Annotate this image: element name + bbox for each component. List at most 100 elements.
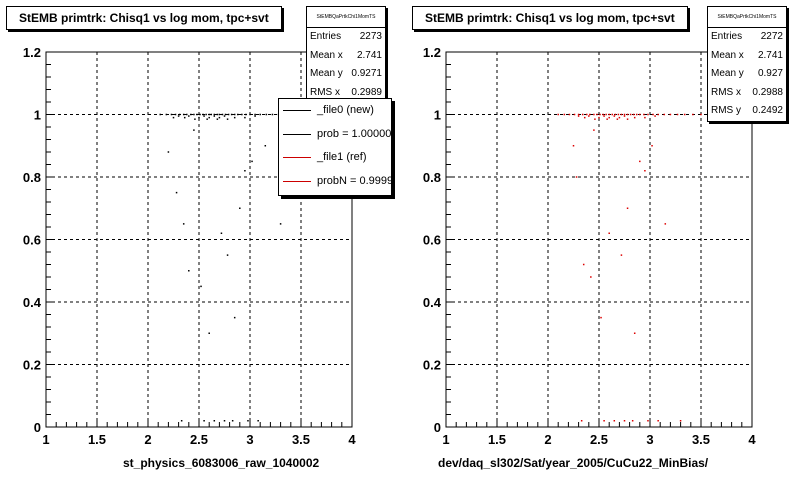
y-tick-label: 1.2 xyxy=(23,45,41,60)
data-point xyxy=(210,113,212,116)
stats-row: Entries 2273 xyxy=(310,31,382,42)
data-point xyxy=(178,113,181,116)
y-tick-label: 0.4 xyxy=(23,295,42,310)
data-point xyxy=(233,316,236,319)
data-point xyxy=(632,113,635,116)
data-point xyxy=(605,113,607,116)
data-point xyxy=(626,118,629,120)
data-point xyxy=(589,113,591,116)
data-point xyxy=(241,113,243,116)
data-point xyxy=(568,113,571,116)
y-tick-label: 1 xyxy=(34,108,41,123)
data-point xyxy=(608,116,610,119)
data-point xyxy=(218,116,221,119)
x-tick-label: 2.5 xyxy=(590,432,608,447)
data-point xyxy=(626,113,629,116)
data-point xyxy=(596,113,598,116)
y-tick-label: 0.8 xyxy=(23,170,41,185)
x-tick-label: 1.5 xyxy=(88,432,106,447)
x-tick-label: 1 xyxy=(442,432,449,447)
data-point xyxy=(629,113,632,116)
data-point xyxy=(616,118,619,120)
scatter-plot-right: 1 1.5 2 2.5 3 3.5 4 0 0.2 0.4 0.6 0.8 1 1.2 xyxy=(423,45,756,447)
data-point xyxy=(213,115,216,117)
y-tick-label: 0.2 xyxy=(423,358,441,373)
data-point xyxy=(635,113,638,116)
data-point xyxy=(639,160,641,163)
histogram-pad-left[interactable]: 1 1.5 2 2.5 3 3.5 4 0 0.2 0.4 0.6 0.8 1 1.2 StEMB pri… xyxy=(0,0,400,480)
legend-entry-probn: probN = 0.999934 xyxy=(279,170,391,194)
data-point xyxy=(573,113,576,116)
y-tick-label: 0.6 xyxy=(23,233,41,248)
data-point xyxy=(279,223,282,225)
data-point xyxy=(216,113,219,116)
data-point xyxy=(614,113,617,116)
data-point xyxy=(588,115,590,117)
data-point xyxy=(223,115,226,117)
data-point xyxy=(581,113,584,116)
stats-histogram-name: StEMBQaPrtkChi1MomTS xyxy=(307,7,385,28)
data-point xyxy=(183,116,186,119)
legend-entry-ref: _file1 (ref) xyxy=(279,146,391,170)
data-point xyxy=(216,118,219,120)
data-point xyxy=(257,420,259,422)
data-point xyxy=(631,420,634,422)
stats-row: Mean x 2.741 xyxy=(310,49,382,61)
data-point xyxy=(170,113,173,116)
data-point xyxy=(606,118,608,120)
data-point xyxy=(264,145,267,147)
data-point xyxy=(600,316,602,319)
stats-row: Mean x 2.741 xyxy=(711,49,783,61)
x-tick-label: 2 xyxy=(144,432,151,447)
data-point xyxy=(199,113,201,116)
data-point xyxy=(577,115,580,117)
data-point xyxy=(590,276,592,278)
data-point xyxy=(593,113,595,116)
data-point xyxy=(676,113,679,116)
x-tick-label: 4 xyxy=(748,432,756,447)
x-tick-label: 2.5 xyxy=(190,432,208,447)
legend-line-black xyxy=(283,133,311,135)
data-point xyxy=(244,116,246,119)
data-point xyxy=(226,254,229,256)
legend-box[interactable]: _file0 (new) prob = 1.000000 _file1 (ref… xyxy=(278,98,392,196)
data-point xyxy=(182,113,185,116)
data-point xyxy=(580,420,583,422)
data-point xyxy=(220,232,223,234)
data-point xyxy=(663,113,666,116)
data-point xyxy=(603,115,605,117)
data-point xyxy=(608,113,610,116)
data-point xyxy=(692,113,694,116)
data-point xyxy=(265,113,268,116)
x-axis-title: dev/daq_sl302/Sat/year_2005/CuCu22_MinBi… xyxy=(438,456,709,470)
data-point xyxy=(617,113,620,116)
data-point xyxy=(608,232,610,234)
data-point xyxy=(651,145,653,147)
data-point xyxy=(626,207,629,209)
data-point xyxy=(221,113,224,116)
data-point xyxy=(230,113,233,116)
data-point xyxy=(613,115,616,117)
data-point xyxy=(586,113,588,116)
y-tick-label: 0.2 xyxy=(23,358,41,373)
x-tick-label: 4 xyxy=(348,432,356,447)
data-point xyxy=(593,129,595,131)
data-point xyxy=(623,115,626,117)
data-point xyxy=(239,207,241,209)
data-point xyxy=(271,113,274,116)
data-point xyxy=(254,115,256,117)
data-point xyxy=(633,116,636,119)
data-point xyxy=(603,420,605,422)
stats-histogram-name: StEMBQaPrtkChi1MomTS xyxy=(708,7,786,28)
histogram-title: StEMB primtrk: Chisq1 vs log mom, tpc+sv… xyxy=(412,6,688,30)
legend-entry-new: _file0 (new) xyxy=(279,99,391,123)
data-point xyxy=(180,420,183,422)
data-point xyxy=(251,160,253,163)
data-point xyxy=(203,115,205,117)
histogram-pad-right[interactable]: 1 1.5 2 2.5 3 3.5 4 0 0.2 0.4 0.6 0.8 1 1.2 StEMB pri… xyxy=(400,0,800,480)
data-point xyxy=(213,420,216,422)
data-point xyxy=(167,151,170,153)
legend-line-red xyxy=(283,180,311,182)
